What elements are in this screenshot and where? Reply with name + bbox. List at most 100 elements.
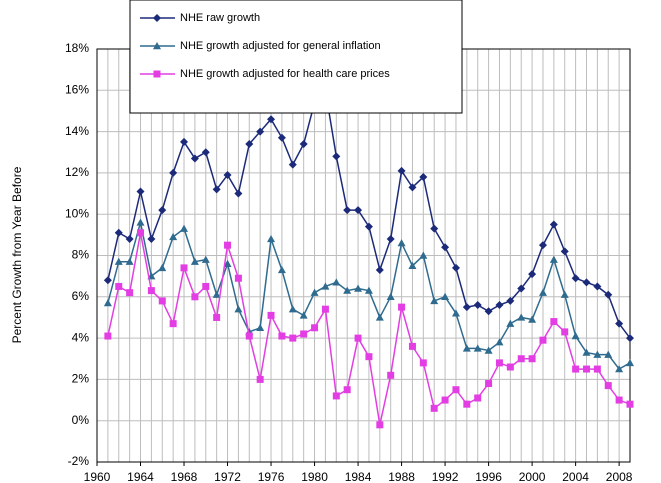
- marker: [419, 251, 428, 259]
- marker: [626, 358, 634, 367]
- legend-label: NHE growth adjusted for health care pric…: [180, 68, 390, 80]
- marker: [277, 133, 286, 142]
- marker: [343, 286, 352, 294]
- marker: [311, 324, 319, 332]
- marker: [408, 342, 416, 350]
- marker: [277, 265, 286, 274]
- marker: [224, 241, 232, 249]
- marker: [419, 359, 427, 367]
- marker: [365, 353, 373, 361]
- marker: [343, 386, 351, 394]
- marker: [212, 185, 221, 194]
- marker: [376, 421, 384, 429]
- x-tick-label: 1984: [345, 470, 372, 483]
- y-tick-label: 16%: [65, 82, 89, 96]
- marker: [332, 152, 341, 161]
- y-axis-label: Percent Growth from Year Before: [10, 166, 24, 343]
- marker: [147, 287, 155, 295]
- marker: [158, 206, 167, 215]
- marker: [354, 334, 362, 342]
- marker: [137, 229, 145, 237]
- x-tick-label: 2004: [562, 470, 589, 483]
- marker: [462, 344, 471, 352]
- x-tick-label: 1988: [388, 470, 415, 483]
- marker: [299, 311, 308, 319]
- marker: [538, 288, 547, 296]
- marker: [495, 359, 503, 367]
- x-tick-label: 1964: [127, 470, 154, 483]
- marker: [212, 290, 221, 298]
- marker: [126, 289, 134, 297]
- marker: [375, 265, 384, 274]
- marker: [169, 232, 178, 241]
- marker: [495, 301, 504, 310]
- marker: [604, 382, 612, 390]
- marker: [615, 396, 623, 404]
- marker: [539, 336, 547, 344]
- x-tick-label: 1996: [475, 470, 502, 483]
- marker: [430, 404, 438, 412]
- y-tick-label: 4%: [72, 330, 90, 344]
- marker: [125, 257, 134, 265]
- marker: [451, 263, 460, 272]
- marker: [517, 313, 526, 321]
- marker: [245, 139, 254, 148]
- marker: [158, 263, 167, 272]
- marker: [321, 282, 330, 290]
- marker: [408, 183, 417, 192]
- marker: [114, 257, 123, 265]
- marker: [278, 332, 286, 340]
- marker: [169, 320, 177, 328]
- marker: [506, 363, 514, 371]
- marker: [626, 400, 634, 408]
- marker: [267, 115, 276, 124]
- marker: [223, 259, 232, 267]
- marker: [560, 247, 569, 256]
- marker: [158, 297, 166, 305]
- marker: [288, 305, 297, 313]
- marker: [202, 282, 210, 290]
- marker: [299, 139, 308, 148]
- marker: [267, 311, 275, 319]
- marker: [517, 284, 526, 293]
- marker: [180, 224, 189, 232]
- y-tick-label: -2%: [68, 454, 90, 468]
- marker: [343, 206, 352, 215]
- marker: [517, 355, 525, 363]
- marker: [256, 375, 264, 383]
- marker: [332, 278, 341, 286]
- marker: [441, 292, 450, 300]
- legend-label: NHE raw growth: [180, 12, 260, 24]
- marker: [153, 14, 161, 22]
- marker: [495, 338, 504, 346]
- marker: [256, 323, 265, 331]
- marker: [103, 298, 112, 307]
- marker: [245, 332, 253, 340]
- marker: [354, 206, 363, 215]
- marker: [354, 284, 363, 292]
- x-tick-label: 1960: [84, 470, 111, 483]
- x-tick-label: 2008: [606, 470, 633, 483]
- marker: [441, 396, 449, 404]
- marker: [538, 241, 547, 250]
- x-tick-label: 1980: [301, 470, 328, 483]
- marker: [234, 274, 242, 282]
- marker: [473, 344, 482, 352]
- marker: [528, 315, 537, 323]
- marker: [593, 350, 602, 358]
- marker: [474, 394, 482, 402]
- marker: [153, 70, 161, 78]
- marker: [364, 222, 373, 231]
- marker: [190, 154, 199, 163]
- y-tick-label: 10%: [65, 206, 89, 220]
- marker: [114, 228, 123, 237]
- marker: [115, 282, 123, 290]
- marker: [364, 286, 373, 294]
- marker: [332, 392, 340, 400]
- marker: [615, 365, 624, 373]
- marker: [582, 278, 591, 287]
- marker: [321, 305, 329, 313]
- marker: [484, 346, 493, 354]
- marker: [223, 170, 232, 179]
- marker: [462, 303, 471, 312]
